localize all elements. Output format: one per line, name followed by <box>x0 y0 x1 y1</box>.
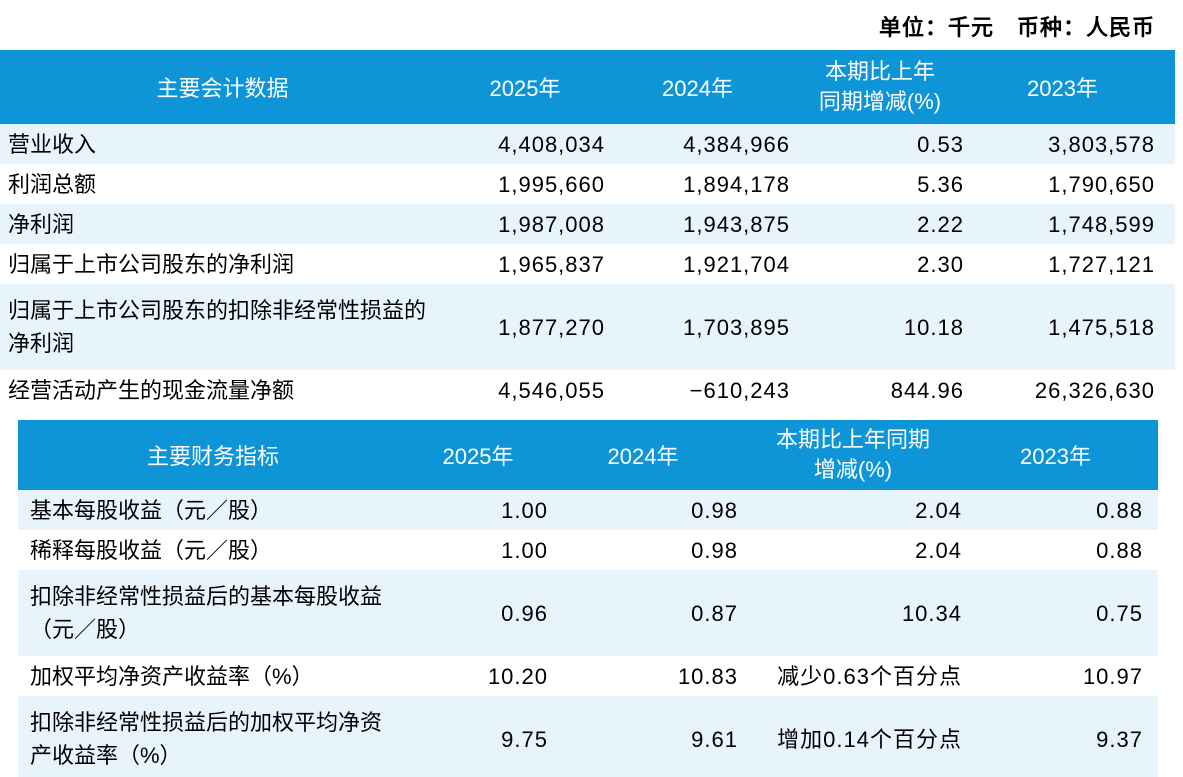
value-2023: 0.88 <box>1096 497 1143 523</box>
indicators-table-title: 主要财务指标 <box>18 420 408 490</box>
value-2024: 0.87 <box>691 600 738 626</box>
value-change: 2.22 <box>917 211 964 237</box>
value-2025: 9.75 <box>501 726 548 752</box>
row-label: 营业收入 <box>8 131 97 157</box>
value-change: 2.30 <box>917 251 964 277</box>
value-2023: 0.75 <box>1096 600 1143 626</box>
accounting-data-table: 主要会计数据 2025年 2024年 本期比上年 同期增减(%) 2023年 营… <box>0 50 1175 410</box>
col-header-2025: 2025年 <box>408 420 548 490</box>
value-2023: 9.37 <box>1096 726 1143 752</box>
value-change: 2.04 <box>915 537 962 563</box>
value-2025: 1,965,837 <box>498 251 605 277</box>
value-2024: 1,921,704 <box>683 251 790 277</box>
col-header-change: 本期比上年同期 增减(%) <box>738 420 968 490</box>
value-2025: 1,877,270 <box>498 314 605 340</box>
value-2024: 10.83 <box>677 663 738 689</box>
value-2023: 10.97 <box>1082 663 1143 689</box>
col-header-change-line2: 同期增减(%) <box>818 89 942 114</box>
value-2025: 1.00 <box>501 537 548 563</box>
value-2024: 0.98 <box>691 537 738 563</box>
table-row-deducted-basic-eps: 扣除非经常性损益后的基本每股收益（元／股） 0.96 0.87 10.34 0.… <box>18 570 1158 656</box>
table-row-deducted-weighted-roe: 扣除非经常性损益后的加权平均净资产收益率（%） 9.75 9.61 增加0.14… <box>18 696 1158 777</box>
value-2024: 1,703,895 <box>683 314 790 340</box>
value-2025: 4,546,055 <box>498 377 605 403</box>
table-row-diluted-eps: 稀释每股收益（元／股） 1.00 0.98 2.04 0.88 <box>18 530 1158 570</box>
value-2025: 4,408,034 <box>498 131 605 157</box>
table-row-revenue: 营业收入 4,408,034 4,384,966 0.53 3,803,578 <box>0 124 1175 164</box>
table-row-basic-eps: 基本每股收益（元／股） 1.00 0.98 2.04 0.88 <box>18 490 1158 530</box>
row-label: 利润总额 <box>8 171 97 197</box>
indicators-table-header-row: 主要财务指标 2025年 2024年 本期比上年同期 增减(%) 2023年 <box>18 420 1158 490</box>
col-header-2023: 2023年 <box>970 50 1175 124</box>
value-change: 5.36 <box>917 171 964 197</box>
value-2023: 26,326,630 <box>1034 377 1155 403</box>
value-2023: 1,727,121 <box>1048 251 1155 277</box>
row-label: 归属于上市公司股东的扣除非经常性损益的净利润 <box>8 298 427 356</box>
table-row-net-profit: 净利润 1,987,008 1,943,875 2.22 1,748,599 <box>0 204 1175 244</box>
value-2024: 1,894,178 <box>683 171 790 197</box>
value-change: 2.04 <box>915 497 962 523</box>
row-label: 归属于上市公司股东的净利润 <box>8 251 295 277</box>
accounting-table-header-row: 主要会计数据 2025年 2024年 本期比上年 同期增减(%) 2023年 <box>0 50 1175 124</box>
row-label: 经营活动产生的现金流量净额 <box>8 377 295 403</box>
value-2023: 1,475,518 <box>1048 314 1155 340</box>
col-header-2024: 2024年 <box>605 50 790 124</box>
value-2025: 10.20 <box>487 663 548 689</box>
col-header-change-line1: 本期比上年同期 <box>775 427 930 453</box>
value-change: 844.96 <box>890 377 964 403</box>
value-2023: 1,748,599 <box>1048 211 1155 237</box>
value-change: 增加0.14个百分点 <box>777 726 962 752</box>
value-2024: 9.61 <box>691 726 738 752</box>
table-row-operating-cash-flow: 经营活动产生的现金流量净额 4,546,055 −610,243 844.96 … <box>0 370 1175 410</box>
value-2024: 1,943,875 <box>683 211 790 237</box>
row-label: 扣除非经常性损益后的加权平均净资产收益率（%） <box>30 710 383 768</box>
value-2024: 4,384,966 <box>683 131 790 157</box>
unit-currency-note: 单位：千元 币种：人民币 <box>878 15 1155 40</box>
col-header-change-line1: 本期比上年 <box>824 59 935 85</box>
value-2025: 1.00 <box>501 497 548 523</box>
value-2023: 0.88 <box>1096 537 1143 563</box>
row-label: 基本每股收益（元／股） <box>30 497 273 523</box>
table-row-weighted-roe: 加权平均净资产收益率（%） 10.20 10.83 减少0.63个百分点 10.… <box>18 656 1158 696</box>
value-2024: −610,243 <box>689 377 790 403</box>
value-change: 0.53 <box>917 131 964 157</box>
financial-indicators-table: 主要财务指标 2025年 2024年 本期比上年同期 增减(%) 2023年 基… <box>18 420 1158 777</box>
row-label: 扣除非经常性损益后的基本每股收益（元／股） <box>30 584 383 642</box>
row-label: 加权平均净资产收益率（%） <box>30 663 314 689</box>
value-2025: 0.96 <box>501 600 548 626</box>
col-header-2023: 2023年 <box>968 420 1158 490</box>
value-change: 10.18 <box>903 314 964 340</box>
accounting-table-title: 主要会计数据 <box>0 50 445 124</box>
col-header-change-line2: 增减(%) <box>813 457 893 482</box>
value-2023: 3,803,578 <box>1048 131 1155 157</box>
row-label: 稀释每股收益（元／股） <box>30 537 273 563</box>
col-header-change: 本期比上年 同期增减(%) <box>790 50 970 124</box>
row-label: 净利润 <box>8 211 75 237</box>
value-2025: 1,995,660 <box>498 171 605 197</box>
value-2024: 0.98 <box>691 497 738 523</box>
value-2023: 1,790,650 <box>1048 171 1155 197</box>
value-change: 减少0.63个百分点 <box>777 663 962 689</box>
table-row-deducted-net-profit: 归属于上市公司股东的扣除非经常性损益的净利润 1,877,270 1,703,8… <box>0 284 1175 370</box>
table-row-attributable-net-profit: 归属于上市公司股东的净利润 1,965,837 1,921,704 2.30 1… <box>0 244 1175 284</box>
table-row-total-profit: 利润总额 1,995,660 1,894,178 5.36 1,790,650 <box>0 164 1175 204</box>
value-2025: 1,987,008 <box>498 211 605 237</box>
col-header-2024: 2024年 <box>548 420 738 490</box>
value-change: 10.34 <box>901 600 962 626</box>
col-header-2025: 2025年 <box>445 50 605 124</box>
